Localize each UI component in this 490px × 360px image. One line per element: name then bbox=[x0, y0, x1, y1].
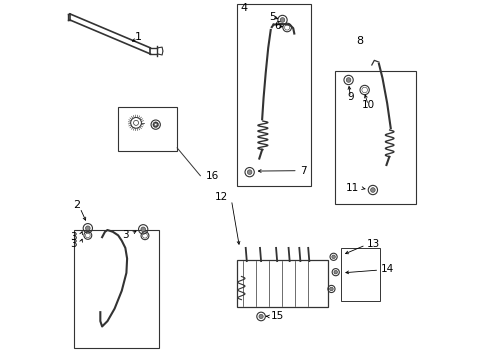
Circle shape bbox=[85, 226, 90, 230]
Circle shape bbox=[370, 188, 375, 192]
Text: 8: 8 bbox=[356, 36, 364, 46]
Text: 2: 2 bbox=[74, 200, 81, 210]
Circle shape bbox=[259, 314, 263, 319]
Bar bbox=[335, 71, 416, 204]
Text: 3: 3 bbox=[122, 230, 129, 240]
Circle shape bbox=[334, 270, 338, 274]
Circle shape bbox=[330, 287, 333, 291]
Text: 4: 4 bbox=[241, 3, 247, 13]
Text: 5: 5 bbox=[270, 12, 276, 22]
Bar bbox=[118, 107, 177, 152]
Text: 12: 12 bbox=[215, 192, 228, 202]
Circle shape bbox=[247, 170, 252, 175]
Text: 6: 6 bbox=[274, 21, 280, 31]
Bar bbox=[342, 248, 380, 301]
Circle shape bbox=[332, 255, 335, 258]
Text: 13: 13 bbox=[367, 239, 380, 249]
Bar bbox=[237, 4, 312, 186]
Text: 14: 14 bbox=[381, 264, 394, 274]
Text: 15: 15 bbox=[270, 311, 284, 321]
Text: 3: 3 bbox=[70, 232, 76, 242]
Text: 7: 7 bbox=[300, 166, 307, 176]
Text: 1: 1 bbox=[134, 32, 141, 42]
Bar bbox=[74, 230, 159, 348]
Text: 11: 11 bbox=[346, 183, 359, 193]
Circle shape bbox=[141, 227, 146, 231]
Circle shape bbox=[280, 18, 285, 22]
Bar bbox=[237, 260, 328, 307]
Circle shape bbox=[346, 78, 351, 82]
Text: 9: 9 bbox=[347, 92, 354, 102]
Text: 16: 16 bbox=[206, 171, 219, 181]
Text: 3: 3 bbox=[70, 239, 76, 249]
Text: 10: 10 bbox=[362, 100, 375, 110]
